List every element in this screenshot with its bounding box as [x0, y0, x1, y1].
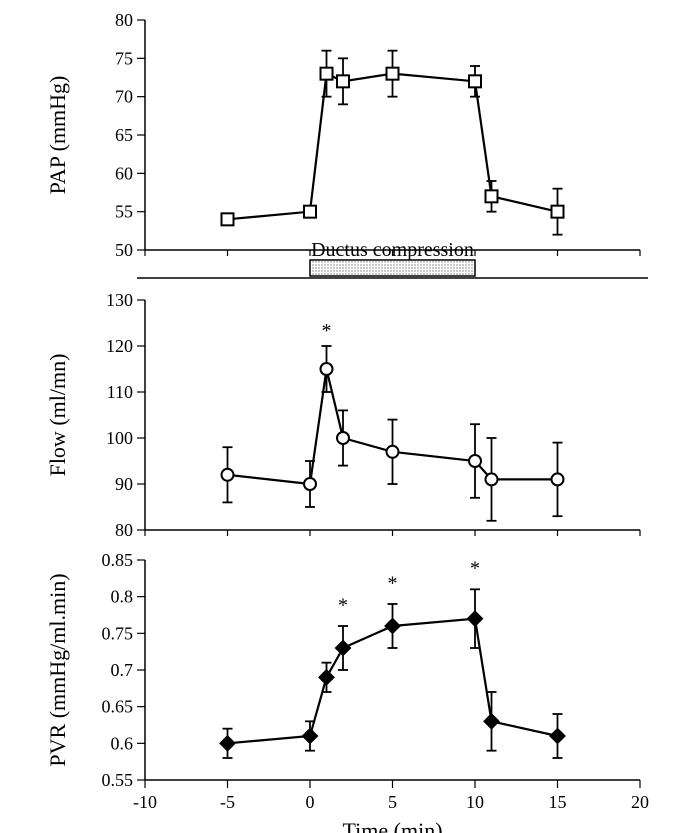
- data-marker: [485, 714, 499, 728]
- ytick-label: 0.75: [102, 623, 134, 643]
- ytick-label: 130: [106, 290, 133, 310]
- ductus-bar: [310, 260, 475, 276]
- ytick-label: 55: [115, 202, 133, 222]
- figure-container: 50556065707580PAP (mmHg)8090100110120130…: [0, 0, 685, 833]
- significance-star: *: [338, 594, 348, 616]
- data-marker: [552, 206, 564, 218]
- xtick-label: 0: [306, 792, 315, 812]
- ytick-label: 0.6: [111, 733, 134, 753]
- data-marker: [222, 469, 234, 481]
- ytick-label: 60: [115, 163, 133, 183]
- ytick-label: 0.7: [111, 660, 134, 680]
- xtick-label: -5: [220, 792, 235, 812]
- xtick-label: 20: [631, 792, 649, 812]
- y-axis-label: Flow (ml/mn): [45, 354, 70, 477]
- ytick-label: 0.85: [102, 550, 134, 570]
- data-marker: [486, 473, 498, 485]
- xtick-label: 15: [549, 792, 567, 812]
- data-marker: [469, 455, 481, 467]
- ytick-label: 80: [115, 520, 133, 540]
- ytick-label: 0.65: [102, 697, 134, 717]
- data-marker: [321, 363, 333, 375]
- data-marker: [468, 612, 482, 626]
- data-marker: [486, 190, 498, 202]
- data-marker: [387, 446, 399, 458]
- ytick-label: 100: [106, 428, 133, 448]
- data-marker: [387, 68, 399, 80]
- panel-pvr: 0.55 0.6 0.65 0.7 0.75 0.8 0.85 -10 -5 0 5 10 15 20 Ti…: [45, 550, 649, 833]
- data-marker: [337, 75, 349, 87]
- data-marker: [320, 670, 334, 684]
- figure-svg: 50556065707580PAP (mmHg)8090100110120130…: [0, 0, 685, 833]
- ductus-label: Ductus compression: [311, 239, 474, 261]
- xtick-label: -10: [133, 792, 157, 812]
- data-marker: [469, 75, 481, 87]
- data-marker: [386, 619, 400, 633]
- significance-star: *: [470, 558, 480, 580]
- data-marker: [221, 736, 235, 750]
- data-marker: [552, 473, 564, 485]
- xtick-label: 10: [466, 792, 484, 812]
- ytick-label: 50: [115, 240, 133, 260]
- ytick-label: 70: [115, 87, 133, 107]
- data-marker: [551, 729, 565, 743]
- data-marker: [304, 478, 316, 490]
- ytick-label: 75: [115, 48, 133, 68]
- data-marker: [336, 641, 350, 655]
- y-axis-label: PAP (mmHg): [45, 76, 70, 195]
- xtick-label: 5: [388, 792, 397, 812]
- ytick-label: 90: [115, 474, 133, 494]
- ytick-label: 0.55: [102, 770, 134, 790]
- data-marker: [222, 213, 234, 225]
- panel-flow: 80 90 100 110 120 130 Flow (ml/mn) *: [45, 290, 640, 540]
- x-axis-label: Time (min): [342, 818, 442, 833]
- data-marker: [321, 68, 333, 80]
- ytick-label: 80: [115, 10, 133, 30]
- significance-star: *: [322, 320, 332, 342]
- panel-pap: 50 55 60 65 70 75 80 PAP (mmHg): [45, 10, 640, 260]
- data-marker: [304, 206, 316, 218]
- ytick-label: 65: [115, 125, 133, 145]
- ytick-label: 110: [107, 382, 133, 402]
- data-marker: [337, 432, 349, 444]
- ytick-label: 120: [106, 336, 133, 356]
- significance-star: *: [388, 572, 398, 594]
- data-marker: [303, 729, 317, 743]
- ytick-label: 0.8: [111, 587, 134, 607]
- y-axis-label: PVR (mmHg/ml.min): [45, 573, 70, 766]
